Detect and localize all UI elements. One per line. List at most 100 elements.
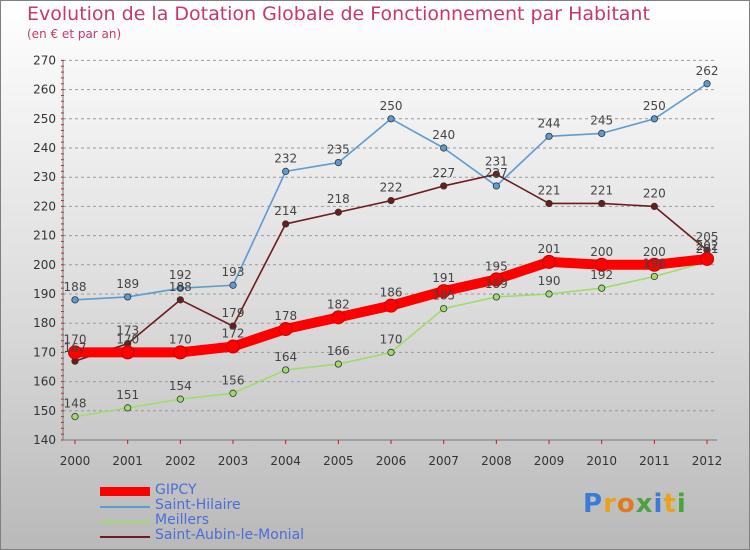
data-point-gipcy [384, 298, 399, 313]
data-label-saint-hilaire: 250 [380, 99, 403, 113]
data-point-meillers [545, 290, 553, 298]
data-point-meillers [598, 284, 606, 292]
y-tick-label: 240 [33, 141, 56, 155]
data-label-meillers: 166 [327, 344, 350, 358]
data-label-saint-hilaire: 244 [538, 116, 561, 130]
data-point-meillers [71, 413, 79, 421]
data-label-gipcy: 201 [538, 242, 561, 256]
data-label-saint-aubin-le-monial: 222 [380, 181, 403, 195]
data-label-saint-aubin-le-monial: 179 [222, 306, 245, 320]
y-tick-label: 220 [33, 199, 56, 213]
data-point-saint-hilaire [176, 284, 184, 292]
chart-title: Evolution de la Dotation Globale de Fonc… [27, 3, 650, 25]
y-tick-label: 160 [33, 375, 56, 389]
data-point-gipcy [68, 345, 82, 360]
data-point-gipcy [647, 257, 662, 272]
data-point-saint-aubin-le-monial [650, 202, 658, 210]
data-point-saint-aubin-le-monial [492, 170, 500, 178]
data-point-saint-hilaire [229, 281, 237, 289]
x-tick-label: 2011 [639, 454, 670, 468]
x-tick-label: 2009 [534, 454, 565, 468]
legend-item-saint-hilaire: Saint-Hilaire [98, 497, 358, 514]
data-point-saint-aubin-le-monial [282, 220, 290, 228]
data-label-saint-aubin-le-monial: 188 [169, 280, 192, 294]
chart-legend: GIPCY Saint-Hilaire Meillers Saint-Aubin-le… [98, 482, 358, 544]
y-tick-label: 210 [33, 229, 56, 243]
data-label-meillers: 154 [169, 379, 192, 393]
data-point-gipcy [173, 345, 188, 360]
data-label-saint-hilaire: 192 [169, 268, 192, 282]
data-point-saint-hilaire [492, 182, 500, 190]
data-label-saint-aubin-le-monial: 227 [432, 166, 455, 180]
data-point-meillers [440, 304, 448, 313]
data-point-gipcy [226, 339, 241, 354]
y-tick-label: 260 [33, 83, 56, 97]
legend-swatch-gipcy [100, 487, 150, 496]
legend-item-gipcy: GIPCY [98, 482, 358, 499]
data-label-saint-hilaire: 189 [116, 277, 139, 291]
data-label-meillers: 192 [590, 268, 613, 282]
data-point-saint-hilaire [334, 159, 342, 167]
y-tick-label: 190 [33, 287, 56, 301]
x-tick-label: 2006 [376, 454, 407, 468]
data-label-gipcy: 200 [643, 245, 666, 259]
data-label-saint-aubin-le-monial: 173 [116, 324, 139, 338]
x-tick-label: 2003 [218, 454, 249, 468]
data-label-gipcy: 170 [169, 332, 192, 346]
data-point-saint-hilaire [650, 115, 658, 123]
data-label-saint-hilaire: 235 [327, 143, 350, 157]
data-point-meillers [387, 348, 395, 356]
logo-letter: t [663, 489, 677, 519]
logo-letter: x [635, 489, 654, 519]
data-point-gipcy [489, 272, 504, 287]
data-point-gipcy [436, 284, 451, 299]
data-point-meillers [229, 389, 237, 397]
data-label-saint-aubin-le-monial: 218 [327, 192, 350, 206]
x-tick-label: 2002 [165, 454, 196, 468]
data-label-meillers: 148 [64, 397, 87, 411]
legend-label-gipcy: GIPCY [155, 482, 197, 498]
data-label-gipcy: 191 [432, 271, 455, 285]
data-point-saint-aubin-le-monial [440, 182, 448, 190]
logo-letter: i [676, 489, 687, 519]
data-label-saint-hilaire: 227 [485, 166, 508, 180]
legend-item-saint-aubin-le-monial: Saint-Aubin-le-Monial [98, 527, 358, 544]
data-point-saint-aubin-le-monial [176, 296, 184, 304]
x-tick-label: 2001 [112, 454, 143, 468]
data-point-saint-hilaire [545, 132, 553, 140]
data-point-saint-hilaire [387, 115, 395, 123]
data-label-saint-aubin-le-monial: 221 [590, 183, 613, 197]
data-label-saint-aubin-le-monial: 231 [485, 154, 508, 168]
y-tick-label: 200 [33, 258, 56, 272]
data-point-gipcy [594, 257, 609, 272]
data-point-saint-hilaire [440, 144, 448, 152]
data-point-saint-aubin-le-monial [598, 199, 606, 208]
data-label-meillers: 164 [274, 350, 297, 364]
data-point-gipcy [120, 345, 135, 360]
data-point-gipcy [278, 322, 293, 337]
data-label-meillers: 190 [538, 274, 561, 288]
data-label-meillers: 156 [222, 373, 245, 387]
data-point-meillers [176, 395, 184, 403]
data-label-saint-hilaire: 250 [643, 99, 666, 113]
data-point-saint-hilaire [598, 129, 606, 137]
y-tick-label: 270 [33, 53, 56, 67]
x-tick-label: 2004 [270, 454, 301, 468]
y-tick-label: 250 [33, 112, 56, 126]
data-point-gipcy [542, 254, 557, 269]
data-point-saint-aubin-le-monial [229, 322, 237, 330]
data-label-gipcy: 202 [696, 239, 719, 253]
data-point-saint-aubin-le-monial [545, 199, 553, 208]
data-label-gipcy: 172 [222, 327, 245, 341]
data-label-meillers: 170 [380, 332, 403, 346]
logo-letter: o [616, 489, 636, 519]
legend-swatch-saint-hilaire [100, 506, 150, 508]
data-label-saint-hilaire: 193 [222, 265, 245, 279]
data-label-meillers: 189 [485, 277, 508, 291]
chart-subtitle: (en € et par an) [27, 27, 122, 41]
data-point-saint-hilaire [124, 293, 132, 301]
legend-label-meillers: Meillers [155, 512, 210, 528]
data-point-meillers [334, 360, 342, 368]
logo-letter: i [653, 489, 664, 519]
